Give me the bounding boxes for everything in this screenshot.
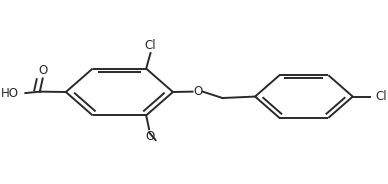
Text: Cl: Cl <box>145 39 156 52</box>
Text: O: O <box>38 64 47 77</box>
Text: O: O <box>145 130 154 143</box>
Text: Cl: Cl <box>375 90 387 103</box>
Text: HO: HO <box>1 87 19 100</box>
Text: O: O <box>193 85 202 98</box>
